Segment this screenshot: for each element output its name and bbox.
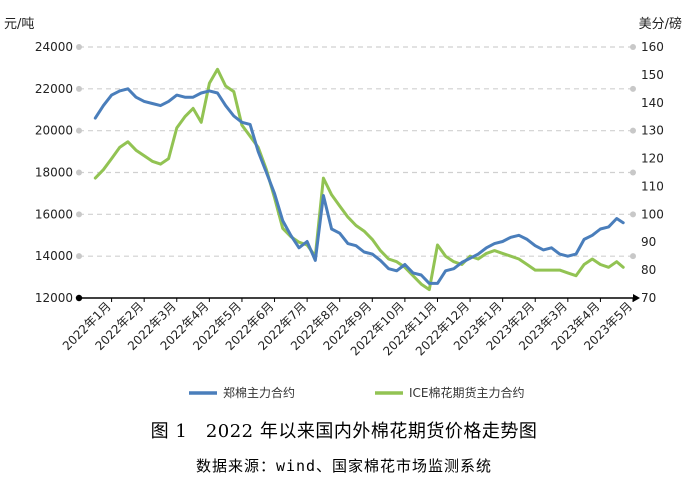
right-tick-label: 120 — [641, 152, 664, 166]
grid-start-dot — [76, 44, 82, 50]
legend-label: 郑棉主力合约 — [223, 385, 295, 400]
right-tick-label: 150 — [641, 68, 664, 82]
right-tick-label: 140 — [641, 96, 664, 110]
grid-end-dot — [630, 253, 636, 260]
legend: 郑棉主力合约 ICE棉花期货主力合约 — [189, 385, 525, 400]
legend-label: ICE棉花期货主力合约 — [409, 385, 525, 400]
left-tick-label: 14000 — [35, 249, 73, 263]
left-tick-label: 20000 — [35, 124, 73, 138]
left-tick-label: 22000 — [35, 82, 73, 96]
series-lines — [93, 67, 625, 292]
left-axis-ticks: 12000 14000 16000 18000 20000 22000 24000 — [35, 40, 73, 305]
x-axis-arrow — [633, 294, 640, 302]
left-tick-label: 24000 — [35, 40, 73, 54]
right-tick-label: 100 — [641, 207, 664, 221]
x-axis-start-dot — [75, 294, 83, 302]
right-tick-label: 80 — [641, 263, 656, 277]
right-tick-label: 130 — [641, 124, 664, 138]
right-tick-label: 110 — [641, 179, 664, 193]
grid-end-dot — [630, 127, 636, 134]
gridlines — [76, 44, 636, 260]
grid-start-dot — [76, 253, 82, 260]
data-source-note: 数据来源：wind、国家棉花市场监测系统 — [195, 457, 493, 475]
grid-start-dot — [76, 85, 82, 92]
grid-start-dot — [76, 211, 82, 218]
left-axis-unit: 元/吨 — [4, 17, 34, 32]
series-line — [93, 87, 625, 285]
left-tick-label: 16000 — [35, 207, 73, 221]
grid-end-dot — [630, 44, 636, 50]
grid-start-dot — [76, 127, 82, 134]
right-axis-ticks: 70 80 90 100 110 120 130 140 150 160 — [641, 40, 664, 305]
right-tick-label: 160 — [641, 40, 664, 54]
right-tick-label: 90 — [641, 235, 656, 249]
grid-start-dot — [76, 169, 82, 176]
x-axis: 2022年1月2022年2月2022年3月2022年4月2022年5月2022年… — [60, 294, 640, 358]
series-line — [93, 67, 625, 292]
grid-end-dot — [630, 211, 636, 218]
figure-title: 图 1 2022 年以来国内外棉花期货价格走势图 — [150, 421, 538, 442]
right-axis-unit: 美分/磅 — [639, 16, 682, 32]
left-tick-label: 12000 — [35, 291, 73, 305]
grid-end-dot — [630, 85, 636, 92]
right-tick-label: 70 — [641, 291, 656, 305]
grid-end-dot — [630, 169, 636, 176]
left-tick-label: 18000 — [35, 166, 73, 180]
